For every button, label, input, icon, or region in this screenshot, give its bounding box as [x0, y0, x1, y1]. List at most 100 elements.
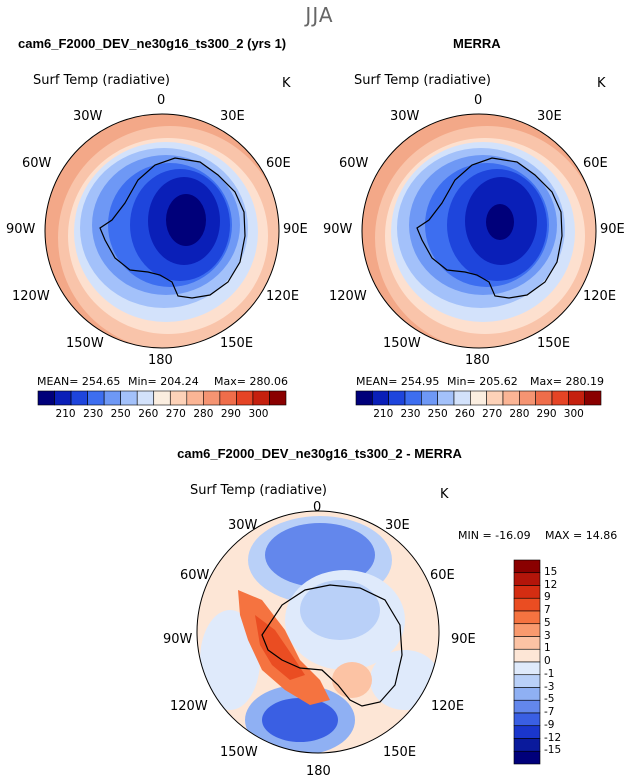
- panel1-colorbar-swatch-8: [169, 390, 188, 406]
- panel2-colorbar-tick-1: 230: [400, 408, 421, 420]
- panel3-lon-60e: 60E: [430, 568, 455, 583]
- panel2-colorbar-swatch-6: [453, 390, 471, 406]
- panel3-colorbar-tick-2: 9: [544, 591, 551, 604]
- panel2-mean: MEAN= 254.95: [356, 375, 440, 388]
- panel1-lon-180: 180: [148, 353, 173, 368]
- panel3-colorbar-swatch-1: [513, 572, 541, 586]
- panel2-colorbar-swatch-9: [502, 390, 520, 406]
- panel2-colorbar-swatch-14: [584, 390, 602, 406]
- panel2-coastline: [416, 157, 563, 299]
- panel1-units-label: K: [282, 76, 291, 91]
- panel3-lon-150w: 150W: [220, 745, 258, 760]
- panel3-colorbar-swatch-6: [513, 636, 541, 650]
- panel1-lon-60w: 60W: [22, 156, 52, 171]
- panel2-colorbar-tick-4: 270: [482, 408, 503, 420]
- panel1-colorbar-swatch-2: [70, 390, 88, 406]
- panel2-colorbar: [355, 390, 602, 406]
- panel3-colorbar-swatch-3: [513, 597, 541, 612]
- panel1-colorbar-swatch-10: [203, 390, 221, 406]
- panel1-map: [45, 114, 279, 348]
- panel3-coastline: [261, 584, 403, 707]
- panel2-lon-150e: 150E: [537, 336, 571, 351]
- panel2-colorbar-tick-6: 290: [536, 408, 557, 420]
- panel3-colorbar-swatch-14: [513, 738, 541, 752]
- panel1-colorbar-swatch-7: [153, 390, 171, 406]
- panel1-lon-90w: 90W: [6, 222, 36, 237]
- panel3-colorbar-tick-11: -7: [544, 706, 555, 718]
- panel3-colorbar-swatch-8: [513, 661, 541, 676]
- panel1-colorbar-swatch-9: [186, 390, 204, 406]
- panel2-lon-30e: 30E: [537, 109, 562, 124]
- panel2-colorbar-swatch-10: [519, 390, 536, 406]
- panel1-colorbar: [37, 390, 287, 406]
- panel2-lon-180: 180: [465, 353, 490, 368]
- panel3-colorbar-swatch-7: [513, 648, 541, 663]
- panel3-colorbar-tick-4: 5: [544, 616, 551, 629]
- panel2-lon-0: 0: [474, 93, 483, 108]
- season-title: JJA: [305, 3, 334, 27]
- panel1-colorbar-tick-5: 280: [193, 408, 214, 420]
- panel3-lon-120w: 120W: [170, 699, 208, 714]
- panel3-colorbar-tick-9: -3: [544, 680, 555, 693]
- panel1-variable-label: Surf Temp (radiative): [33, 73, 171, 88]
- panel3-colorbar-tick-13: -12: [544, 731, 562, 744]
- panel3-colorbar-swatch-10: [513, 687, 541, 701]
- panel3-colorbar-swatch-5: [513, 623, 541, 637]
- panel2-colorbar-swatch-5: [437, 390, 455, 406]
- panel1-colorbar-swatch-12: [236, 390, 254, 406]
- panel3-lon-30w: 30W: [228, 518, 258, 533]
- panel2-lon-60e: 60E: [583, 156, 608, 171]
- panel3-lon-0: 0: [313, 500, 322, 515]
- panel2-colorbar-swatch-8: [486, 390, 504, 406]
- panel1-colorbar-swatch-14: [269, 390, 287, 406]
- panel1-lon-120w: 120W: [12, 289, 50, 304]
- panel2-variable-label: Surf Temp (radiative): [354, 73, 492, 88]
- panel1-lon-120e: 120E: [266, 289, 300, 304]
- panel2-colorbar-swatch-7: [470, 390, 487, 406]
- panel3-map: [197, 511, 439, 753]
- panel1-colorbar-swatch-1: [54, 390, 72, 406]
- panel2-border: [361, 113, 597, 349]
- panel3-lon-60w: 60W: [180, 568, 210, 583]
- panel3-lon-180: 180: [306, 764, 331, 779]
- panel1-coastline: [99, 157, 246, 299]
- panel2-colorbar-tick-3: 260: [454, 408, 475, 420]
- panel2-lon-150w: 150W: [383, 336, 421, 351]
- panel3-lon-120e: 120E: [431, 699, 465, 714]
- panel2-max: Max= 280.19: [530, 375, 604, 388]
- panel1-colorbar-tick-0: 210: [55, 408, 76, 420]
- panel3-colorbar-swatch-0: [513, 559, 541, 574]
- panel1-lon-30e: 30E: [220, 109, 245, 124]
- panel1-colorbar-tick-4: 270: [165, 408, 186, 420]
- panel3-max: MAX = 14.86: [545, 529, 618, 542]
- panel1-colorbar-swatch-0: [37, 390, 55, 406]
- panel3-colorbar-swatch-12: [513, 712, 541, 727]
- panel3-colorbar-swatch-2: [513, 585, 541, 599]
- panel1-colorbar-swatch-13: [252, 390, 270, 406]
- panel3-colorbar-tick-8: -1: [544, 667, 555, 680]
- panel2-colorbar-swatch-3: [404, 390, 422, 406]
- panel2-colorbar-swatch-11: [535, 390, 553, 406]
- panel1-colorbar-tick-1: 230: [83, 408, 104, 420]
- panel3-header: cam6_F2000_DEV_ne30g16_ts300_2 - MERRA: [177, 446, 462, 461]
- panel1-colorbar-tick-6: 290: [220, 408, 241, 420]
- panel1-lon-90e: 90E: [283, 222, 308, 237]
- panel1-colorbar-swatch-11: [219, 390, 237, 406]
- panel3-colorbar-tick-12: -9: [544, 718, 555, 731]
- panel3-colorbar-tick-3: 7: [544, 604, 551, 616]
- panel3-colorbar-swatch-15: [513, 750, 541, 765]
- panel2-colorbar-swatch-12: [551, 390, 569, 406]
- panel3-units-label: K: [440, 487, 449, 502]
- panel1-colorbar-tick-2: 250: [110, 408, 131, 420]
- panel1-header: cam6_F2000_DEV_ne30g16_ts300_2 (yrs 1): [18, 36, 287, 51]
- panel1-colorbar-tick-3: 260: [138, 408, 159, 420]
- panel2-colorbar-tick-7: 300: [563, 408, 584, 420]
- panel2-units-label: K: [597, 76, 606, 91]
- panel2-min: Min= 205.62: [447, 375, 518, 388]
- panel1-mean: MEAN= 254.65: [37, 375, 121, 388]
- panel3-colorbar-swatch-4: [513, 610, 541, 625]
- panel1-colorbar-tick-7: 300: [248, 408, 269, 420]
- panel1-lon-60e: 60E: [266, 156, 291, 171]
- panel1-colorbar-swatch-4: [103, 390, 121, 406]
